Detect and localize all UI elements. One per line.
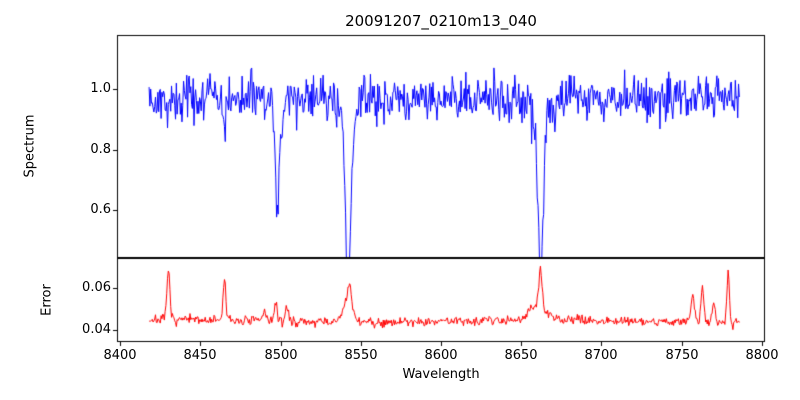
y-axis-label-spectrum: Spectrum	[22, 114, 38, 178]
x-axis-label: Wavelength	[402, 367, 480, 382]
x-tick-label: 8600	[424, 348, 458, 363]
y-tick-label-spectrum: 1.0	[90, 81, 111, 96]
y-tick-label-error: 0.06	[82, 280, 111, 295]
y-axis-label-error: Error	[39, 284, 55, 316]
x-tick-label: 8550	[344, 348, 378, 363]
x-tick-label: 8500	[264, 348, 298, 363]
x-tick-label: 8750	[665, 348, 699, 363]
y-tick-label-spectrum: 0.8	[90, 142, 111, 157]
x-tick-label: 8700	[584, 348, 618, 363]
x-tick-label: 8800	[745, 348, 779, 363]
y-tick-label-spectrum: 0.6	[90, 202, 111, 217]
x-tick-label: 8650	[504, 348, 538, 363]
chart-title: 20091207_0210m13_040	[345, 12, 537, 30]
y-tick-label-error: 0.04	[82, 322, 111, 337]
x-tick-label: 8450	[183, 348, 217, 363]
x-tick-label: 8400	[103, 348, 137, 363]
